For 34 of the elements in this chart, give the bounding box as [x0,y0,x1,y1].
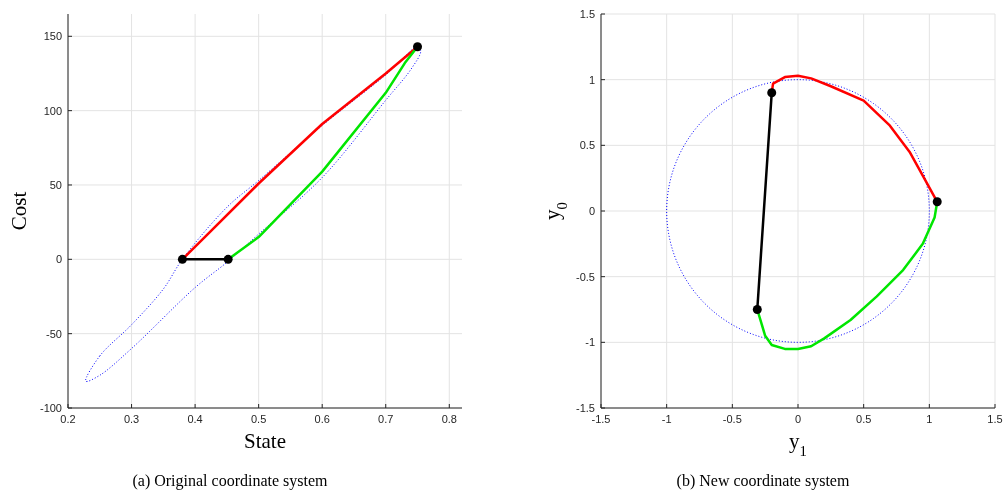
point [932,197,942,207]
y-tick-label: -1 [585,336,595,349]
y-tick-label: -100 [39,402,62,414]
x-tick-label: 1.5 [987,413,1003,425]
y-tick-label: 50 [49,178,62,191]
y-tick-label: 150 [43,30,62,43]
x-tick-label: 0.4 [187,413,203,425]
y-tick-label: -1.5 [576,402,595,414]
y-tick-label: 0 [55,253,62,266]
x-tick-label: 0.5 [856,413,872,425]
y-tick-label: -0.5 [576,270,595,283]
y-tick-label: 100 [43,104,62,117]
y-tick-label: 1 [588,73,595,86]
x-tick-label: 0 [794,413,802,425]
x-tick-label: -1 [661,413,672,425]
y-tick-label: 0 [588,205,595,217]
x-tick-label: 0.5 [251,413,267,425]
x-axis-title: y$_{1}$ [789,429,807,459]
x-tick-label: 1 [926,413,933,425]
x-axis-title: State [244,429,286,453]
y-tick-label: -50 [46,327,62,340]
x-tick-label: -0.5 [722,413,742,425]
point [752,305,762,314]
x-tick-label: 0.6 [314,413,330,425]
text: (a) Original coordinate system [132,472,329,490]
point [767,88,777,98]
text: (b) New coordinate system [676,472,850,490]
x-tick-label: 0.2 [60,413,76,425]
x-tick-label: 0.8 [441,413,457,425]
y-axis-title: Cost [7,191,31,231]
x-tick-label: 0.3 [123,413,140,425]
y-tick-label: 0.5 [579,139,595,152]
x-tick-label: 0.7 [378,413,394,425]
y-tick-label: 1.5 [579,8,595,20]
